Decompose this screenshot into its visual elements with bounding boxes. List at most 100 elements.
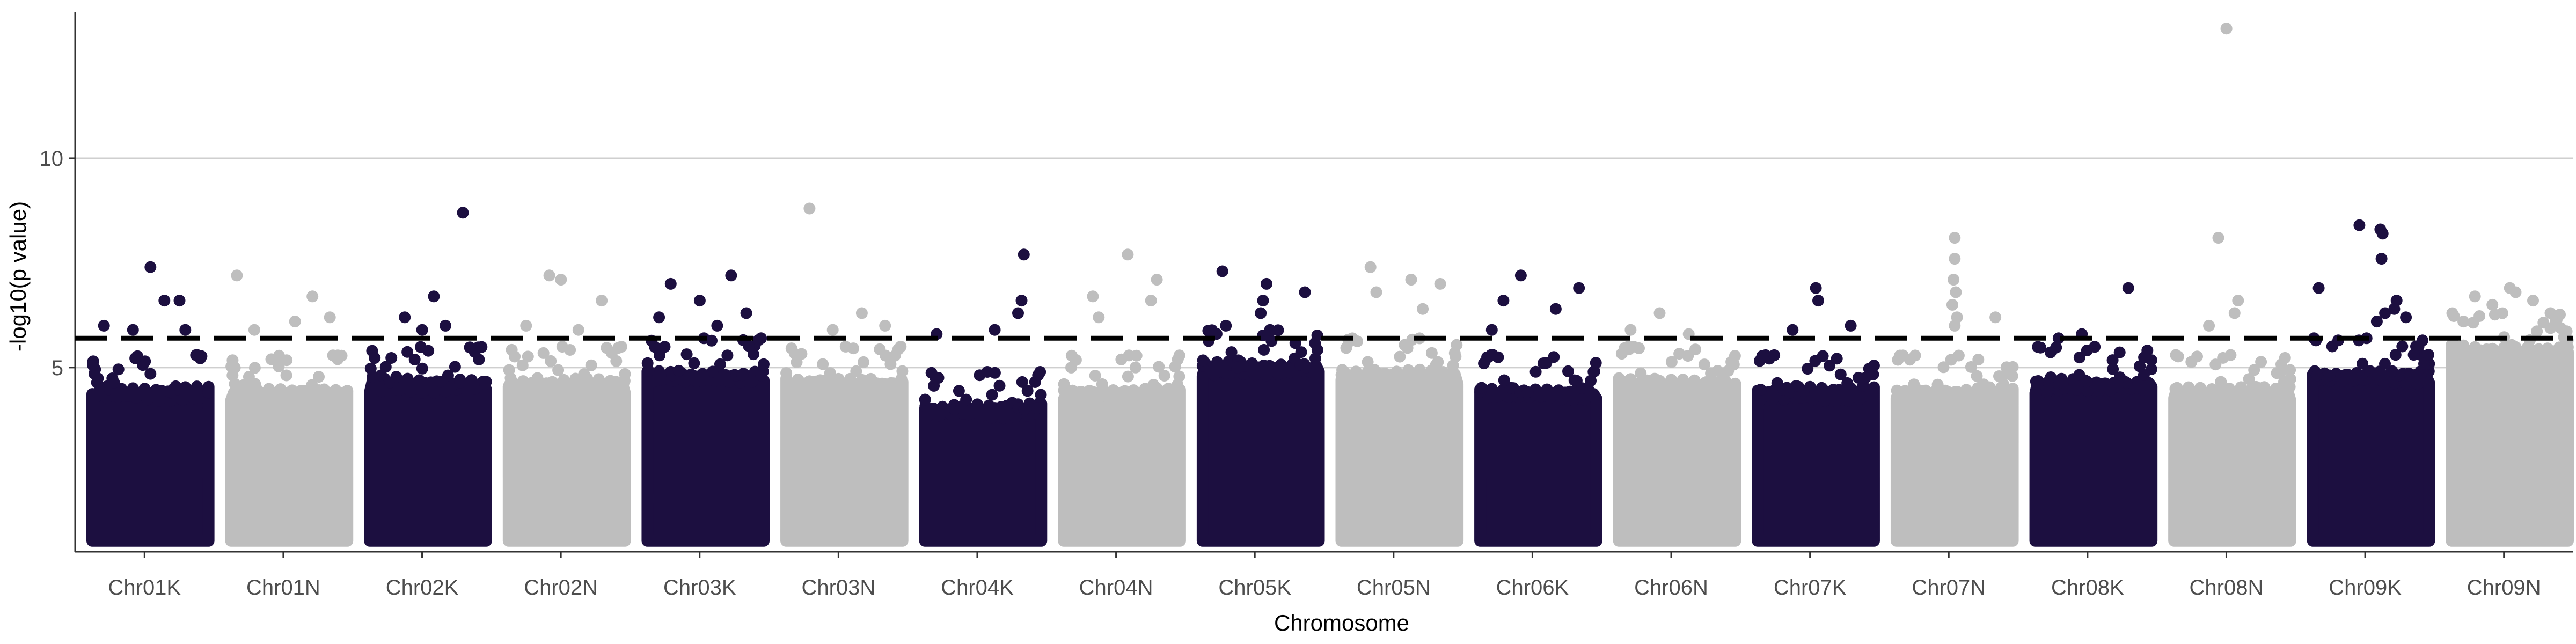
point xyxy=(1058,378,1070,390)
outlier-point xyxy=(1434,277,1446,290)
x-tick-label-Chr07N: Chr07N xyxy=(1912,576,1986,599)
band-Chr08K xyxy=(2029,372,2158,547)
point xyxy=(1754,384,1767,396)
outlier-point xyxy=(1151,274,1163,286)
outlier-point xyxy=(543,269,555,282)
band-Chr03K xyxy=(641,365,770,547)
point xyxy=(874,343,886,355)
outlier-point xyxy=(1949,232,1961,244)
point xyxy=(721,349,734,362)
x-tick-label-Chr05N: Chr05N xyxy=(1357,576,1431,599)
outlier-point xyxy=(1087,290,1099,303)
point xyxy=(1797,385,1810,397)
point xyxy=(1311,330,1323,341)
point xyxy=(139,355,151,368)
point xyxy=(1447,360,1459,371)
y-axis-title: -log10(p value) xyxy=(5,201,31,352)
point xyxy=(1590,357,1602,369)
point xyxy=(953,385,965,397)
point xyxy=(1831,353,1843,365)
point xyxy=(1892,354,1904,366)
point xyxy=(688,357,700,369)
point xyxy=(1225,346,1238,358)
point xyxy=(1153,361,1165,373)
outlier-point xyxy=(2376,228,2389,240)
outlier-point xyxy=(173,295,186,307)
point xyxy=(479,378,491,390)
point xyxy=(1705,367,1717,379)
point xyxy=(249,378,261,390)
point xyxy=(401,346,414,358)
point xyxy=(1965,361,1977,373)
point xyxy=(1996,370,2009,382)
point xyxy=(1615,348,1628,360)
axes xyxy=(69,12,2573,558)
point xyxy=(1492,351,1504,363)
point xyxy=(225,360,238,372)
point xyxy=(545,355,557,367)
point xyxy=(2489,309,2501,321)
point xyxy=(1031,402,1043,414)
point xyxy=(464,341,476,354)
outlier-point xyxy=(1950,286,1962,298)
point xyxy=(522,350,534,363)
band-Chr05N xyxy=(1335,363,1464,547)
band-Chr03N xyxy=(780,372,909,547)
outlier-point xyxy=(555,274,567,286)
outlier-point xyxy=(457,207,469,219)
point xyxy=(2389,349,2402,361)
point xyxy=(1173,349,1185,362)
point xyxy=(986,389,998,401)
point xyxy=(2187,385,2199,398)
outlier-point xyxy=(1485,324,1498,336)
outlier-point xyxy=(158,295,171,307)
outlier-point xyxy=(1573,282,1585,294)
outlier-point xyxy=(306,290,319,303)
outlier-point xyxy=(1216,265,1228,277)
tick-labels: 5 10 Chr01K Chr01N Chr02K Chr02N Chr03K Chr03N C… xyxy=(40,147,2541,599)
point xyxy=(1122,370,1134,383)
x-tick-label-Chr09K: Chr09K xyxy=(2329,576,2402,599)
point xyxy=(2114,371,2126,384)
point xyxy=(706,334,718,347)
outlier-point xyxy=(1845,319,1857,332)
point xyxy=(1771,377,1783,389)
point xyxy=(2357,357,2369,370)
data-points xyxy=(87,23,2574,415)
point xyxy=(2271,367,2283,379)
point xyxy=(2113,346,2126,358)
point xyxy=(993,379,1006,392)
outlier-point xyxy=(1220,319,1232,332)
point xyxy=(1587,365,1600,378)
outlier-point xyxy=(1370,286,1382,298)
outlier-point xyxy=(1497,295,1510,307)
outlier-point xyxy=(2544,307,2557,319)
outlier-point xyxy=(1261,277,1272,290)
point xyxy=(1475,382,1488,394)
point xyxy=(2278,376,2290,388)
point xyxy=(2323,369,2336,382)
point xyxy=(1841,377,1854,389)
band-Chr09K xyxy=(2307,365,2435,547)
point xyxy=(1309,352,1321,364)
point xyxy=(1034,366,1046,378)
y-tick-label-5: 5 xyxy=(52,356,63,380)
point xyxy=(1834,368,1847,380)
outlier-point xyxy=(989,324,1001,336)
point xyxy=(335,349,348,362)
point xyxy=(601,342,613,354)
point xyxy=(313,371,325,383)
outlier-point xyxy=(2469,290,2481,303)
outlier-point xyxy=(693,295,706,307)
point xyxy=(87,359,99,371)
outlier-point xyxy=(98,319,110,332)
outlier-point xyxy=(520,319,532,332)
point xyxy=(2364,365,2376,377)
point xyxy=(1197,354,1209,367)
x-tick-label-Chr08K: Chr08K xyxy=(2051,576,2124,599)
point xyxy=(1562,365,1574,377)
point xyxy=(1908,378,1920,391)
point xyxy=(2560,325,2573,338)
point xyxy=(1971,370,1983,382)
